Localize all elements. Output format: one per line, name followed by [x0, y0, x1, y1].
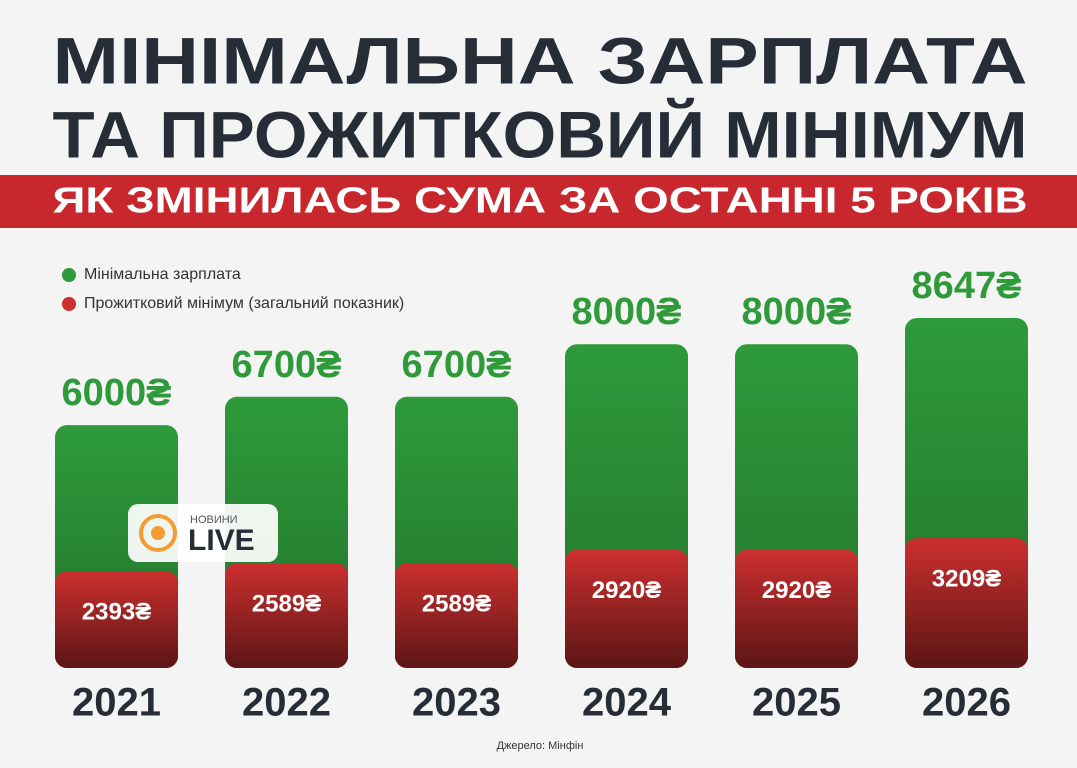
source: Джерело: Мінфін — [497, 740, 584, 752]
value-label: 6700₴ — [402, 344, 512, 386]
plot: Мінімальна зарплата Прожитковий мінімум (… — [55, 265, 1028, 725]
value-label: 2920₴ — [762, 577, 831, 604]
legend-label: Прожитковий мінімум (загальний показник) — [84, 295, 404, 312]
title-line: МІНІМАЛЬНА ЗАРПЛАТА — [53, 23, 1028, 97]
value-label: 2393₴ — [82, 598, 151, 625]
value-label: 8000₴ — [572, 291, 682, 333]
value-label: 2589₴ — [422, 591, 491, 618]
value-label: 8647₴ — [912, 265, 1022, 307]
bar-shade — [395, 563, 518, 668]
bar-shade — [55, 571, 178, 668]
value-label: 8000₴ — [742, 291, 852, 333]
value-label: 2920₴ — [592, 577, 661, 604]
x-tick-label: 2022 — [242, 681, 331, 725]
title-line: ТА ПРОЖИТКОВИЙ МІНІМУМ — [53, 96, 1028, 171]
logo-bottom: LIVE — [188, 524, 255, 557]
x-tick-label: 2024 — [582, 681, 672, 725]
subtitle-band — [0, 175, 1077, 228]
value-label: 6700₴ — [232, 344, 342, 386]
logo-ring — [139, 514, 177, 552]
bar-shade — [735, 549, 858, 668]
bar-shade — [905, 538, 1028, 668]
logo-top: НОВИНИ — [190, 514, 238, 526]
x-tick-label: 2023 — [412, 681, 501, 725]
legend-marker — [62, 297, 76, 311]
bar-shade — [225, 563, 348, 668]
x-tick-label: 2021 — [72, 681, 161, 725]
logo-dot — [151, 526, 165, 540]
x-tick-label: 2026 — [922, 681, 1011, 725]
bar-shade — [565, 549, 688, 668]
value-label: 3209₴ — [932, 565, 1001, 592]
logo: НОВИНИ LIVE — [128, 504, 278, 562]
value-label: 2589₴ — [252, 591, 321, 618]
x-tick-label: 2025 — [752, 681, 841, 725]
legend-label: Мінімальна зарплата — [84, 266, 241, 283]
legend-marker — [62, 268, 76, 282]
value-label: 6000₴ — [62, 372, 172, 414]
subtitle: ЯК ЗМІНИЛАСЬ СУМА ЗА ОСТАННІ 5 РОКІВ — [53, 180, 1028, 221]
